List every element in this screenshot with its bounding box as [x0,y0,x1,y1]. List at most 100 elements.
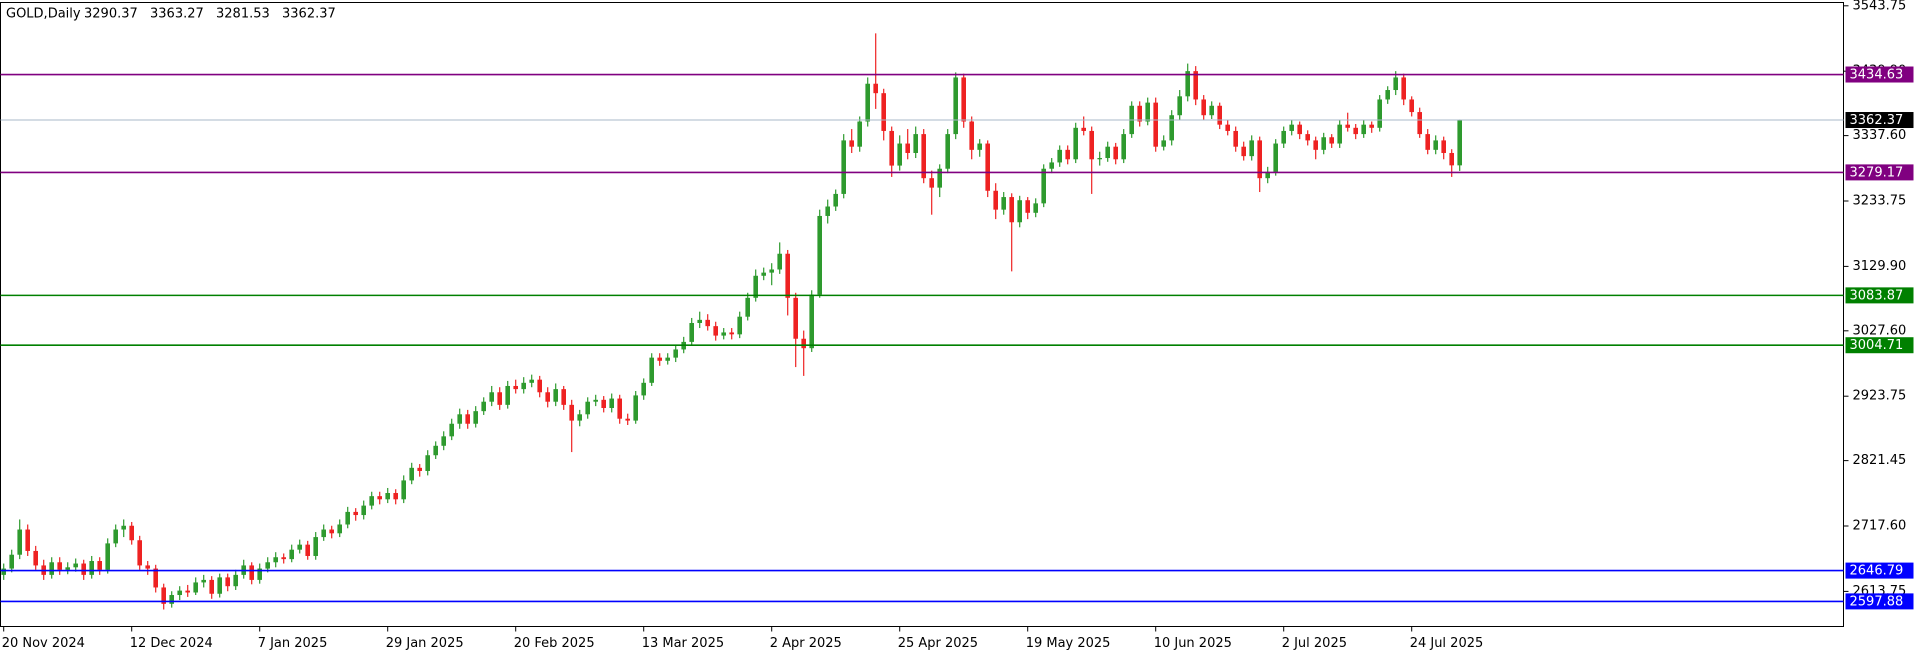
candle-body [337,524,342,534]
candle-body [769,269,774,273]
candle-body [705,319,710,327]
candle-body [1337,124,1342,144]
candle-body [969,121,974,150]
candle-body [793,297,798,339]
candle-body [841,140,846,194]
candle-body [129,525,134,541]
candle-body [497,392,502,405]
y-tick-label: 3027.60 [1853,323,1907,338]
candle-body [897,143,902,166]
candle-body [257,568,262,580]
candle-body [25,529,30,551]
candle-body [1041,168,1046,204]
candle-body [65,567,70,570]
candle-body [113,529,118,544]
y-tick-label: 3233.75 [1853,194,1907,209]
candle-body [1209,105,1214,116]
candle-body [465,414,470,424]
candle-body [417,467,422,471]
candle-body [777,253,782,270]
candle-body [753,275,758,298]
candle-body [97,561,102,570]
candle-body [1121,134,1126,160]
x-tick-label: 10 Jun 2025 [1154,636,1232,651]
candle-body [273,557,278,563]
candle-body [121,525,126,530]
plot-frame [0,2,1844,627]
candle-body [745,297,750,317]
candle-body [825,206,830,216]
candle-body [193,582,198,593]
candle-body [737,316,742,335]
candle-body [689,323,694,342]
candle-body [1321,137,1326,150]
candle-body [1385,90,1390,100]
x-tick-label: 13 Mar 2025 [642,636,724,651]
candle-body [89,561,94,575]
candle-body [9,554,14,569]
candle-body [1361,124,1366,135]
candle-body [1273,143,1278,172]
candle-body [1441,140,1446,153]
header-close: 3362.37 [282,7,336,22]
candle-body [801,338,806,349]
candle-body [1009,197,1014,223]
level-label: 3279.17 [1850,165,1904,180]
candle-body [321,529,326,538]
candle-body [145,565,150,569]
candle-body [1073,127,1078,160]
x-tick-label: 20 Nov 2024 [2,636,85,651]
candle-body [1,568,6,575]
candle-body [1089,130,1094,160]
candle-body [1225,124,1230,131]
x-tick-label: 29 Jan 2025 [386,636,464,651]
candle-body [569,404,574,421]
candle-body [1025,200,1030,213]
candle-body [1017,200,1022,223]
candle-body [281,557,286,560]
candle-body [1345,124,1350,128]
candle-body [1401,77,1406,100]
candle-body [865,83,870,122]
candle-body [1153,102,1158,147]
candle-body [697,319,702,324]
candle-body [577,414,582,421]
candle-body [393,493,398,500]
candle-body [233,574,238,587]
candle-body [1241,146,1246,157]
candle-body [857,121,862,147]
candle-body [1297,124,1302,135]
candle-body [601,399,606,409]
candle-body [1217,105,1222,125]
candle-body [513,385,518,390]
candle-body [33,550,38,566]
x-tick-label: 7 Jan 2025 [258,636,328,651]
candle-body [1145,102,1150,122]
header-open: 3290.37 [84,7,138,22]
header-high: 3363.27 [150,7,204,22]
level-label: 3362.37 [1850,113,1904,128]
candle-body [137,540,142,566]
candle-body [217,577,222,594]
candle-body [1257,140,1262,179]
candle-body [641,382,646,396]
candle-body [561,389,566,405]
level-label-box [1845,562,1914,579]
candle-body [617,398,622,419]
candle-body [433,445,438,456]
chart-title: GOLD,Daily [6,7,81,22]
candle-body [1065,149,1070,160]
candle-body [817,215,822,295]
candle-body [105,543,110,570]
level-label: 3434.63 [1850,68,1904,83]
level-label: 2597.88 [1850,594,1904,609]
y-tick-label: 3543.75 [1853,0,1907,13]
x-tick-label: 2 Jul 2025 [1282,636,1347,651]
candle-body [401,480,406,500]
candle-body [161,587,166,604]
candle-body [441,436,446,446]
candle-body [961,77,966,122]
candle-body [529,379,534,383]
candle-body [361,505,366,516]
candle-body [329,529,334,534]
